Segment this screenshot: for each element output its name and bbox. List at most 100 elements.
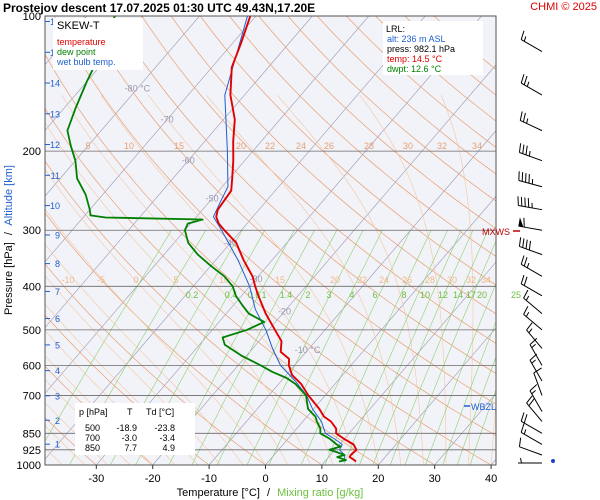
wbzl-annotation: WBZL <box>464 402 496 412</box>
table-cell: 500 <box>85 423 100 433</box>
altitude-tick-label: 3 <box>55 391 60 401</box>
x-tick-label: 10 <box>316 473 328 485</box>
pressure-tick-label: 300 <box>23 225 41 237</box>
adiabat-label: 0 <box>133 275 138 285</box>
table-cell: 850 <box>85 443 100 453</box>
temperature-line <box>215 16 358 463</box>
plot-area <box>45 16 496 465</box>
pressure-tick-label: 1000 <box>17 460 41 472</box>
dry-adiabat <box>83 16 496 405</box>
mixing-ratio-label: 12 <box>438 290 448 300</box>
wind-barb <box>523 289 543 314</box>
mixing-ratio-line <box>442 321 496 465</box>
wind-barb <box>526 395 543 422</box>
legend: SKEW-T temperature dew point wet bulb te… <box>53 18 143 70</box>
altitude-tick-label: 14 <box>50 79 60 89</box>
adiabat-label: -5 <box>97 275 105 285</box>
moist-adiabat <box>206 94 402 465</box>
dry-adiabat <box>112 16 496 374</box>
isotherm-line <box>152 64 496 465</box>
adiabat-label: 28 <box>425 275 435 285</box>
isotherm-label: -70 <box>161 114 174 124</box>
wind-barb <box>520 74 543 96</box>
dew-point-line <box>66 16 347 463</box>
pressure-tick-label: 200 <box>23 146 41 158</box>
mixing-ratio-label: 2 <box>305 290 310 300</box>
mixing-ratio-label: 4 <box>349 290 354 300</box>
altitude-tick-label: 2 <box>55 416 60 426</box>
legend-item-temperature: temperature <box>57 37 106 47</box>
mxws-label: MXWS <box>482 227 510 237</box>
mixing-ratio-label: 1 <box>261 290 266 300</box>
mixing-ratio-line <box>191 230 315 465</box>
wind-barb <box>520 274 543 297</box>
mixing-ratio-label: 6 <box>372 290 377 300</box>
isotherm-line <box>378 327 496 465</box>
dry-adiabat <box>287 16 496 202</box>
mixing-ratio-line <box>343 230 448 465</box>
adiabat-label: 5 <box>173 275 178 285</box>
mxws-annotation: MXWS <box>482 227 520 237</box>
wind-barb <box>518 171 543 188</box>
wind-barb <box>523 306 543 331</box>
adiabat-label: 22 <box>357 275 367 285</box>
x-axis-separator: / <box>267 487 271 499</box>
table-header-t: T <box>127 407 133 417</box>
mixing-ratio-line <box>404 240 496 465</box>
table-cell: 700 <box>85 433 100 443</box>
plot-frame <box>44 15 497 466</box>
mixing-ratio-line <box>324 230 432 465</box>
moist-adiabat <box>100 94 356 465</box>
pressure-tick-label: 850 <box>23 428 41 440</box>
isotherm-label: -80 °C <box>125 83 151 93</box>
adiabat-label: 34 <box>481 275 491 285</box>
legend-item-wet-bulb: wet bulb temp. <box>56 57 116 67</box>
wind-barb <box>529 384 543 412</box>
mixing-ratio-label: 3 <box>326 290 331 300</box>
mixing-ratio-label: 10 <box>420 290 430 300</box>
isotherm-line <box>45 16 426 460</box>
isotherm-label: -10 °C <box>295 345 321 355</box>
mixing-ratio-label: 14 <box>453 290 463 300</box>
dry-adiabat <box>170 16 496 315</box>
adiabat-label: 20 <box>330 275 340 285</box>
dry-adiabat <box>229 16 496 257</box>
table-cell: -3.0 <box>121 433 137 443</box>
isotherm-line <box>45 16 369 394</box>
pressure-tick-label: 700 <box>23 390 41 402</box>
moist-adiabat <box>45 122 311 465</box>
isotherm-line <box>45 16 144 131</box>
adiabat-label: 5 <box>85 141 90 151</box>
moist-adiabat <box>45 243 244 465</box>
isotherm-label: -60 <box>182 156 195 166</box>
y-axis-title: Pressure [hPa] / Altitude [km] <box>3 165 15 315</box>
chart-title: Prostejov descent 17.07.2025 01:30 UTC 4… <box>3 1 315 15</box>
adiabat-label: 22 <box>265 141 275 151</box>
mixing-ratio-line <box>389 230 489 465</box>
lrl-box: LRL: alt: 236 m ASL press: 982.1 hPa tem… <box>383 21 483 75</box>
adiabat-label: 34 <box>472 141 482 151</box>
isotherm-label: -20 <box>278 306 291 316</box>
mixing-ratio-label: 25 <box>511 290 521 300</box>
x-tick-label: 0 <box>262 473 268 485</box>
isotherm-label: -30 <box>249 274 262 284</box>
lrl-alt: alt: 236 m ASL <box>387 34 446 44</box>
adiabat-label: 10 <box>219 275 229 285</box>
adiabat-label: 15 <box>174 141 184 151</box>
mixing-ratio-line <box>372 230 474 465</box>
wind-barb <box>526 322 543 349</box>
moist-adiabat <box>440 94 474 465</box>
wind-barb <box>518 217 543 231</box>
altitude-tick-label: 9 <box>55 230 60 240</box>
adiabat-label: 10 <box>124 141 134 151</box>
isotherm-line <box>208 130 496 465</box>
level-table-background <box>75 403 195 455</box>
mixing-ratio-label: 0.6 <box>248 290 261 300</box>
svg-text:Temperature [°C] /: Temperature [°C] / Mixing ratio [g/kg] <box>177 487 364 499</box>
adiabat-label: 26 <box>324 141 334 151</box>
mixing-ratio-line <box>457 356 496 465</box>
dry-adiabat <box>200 16 496 286</box>
dry-adiabat <box>141 16 496 344</box>
x-tick-label: -30 <box>88 473 104 485</box>
